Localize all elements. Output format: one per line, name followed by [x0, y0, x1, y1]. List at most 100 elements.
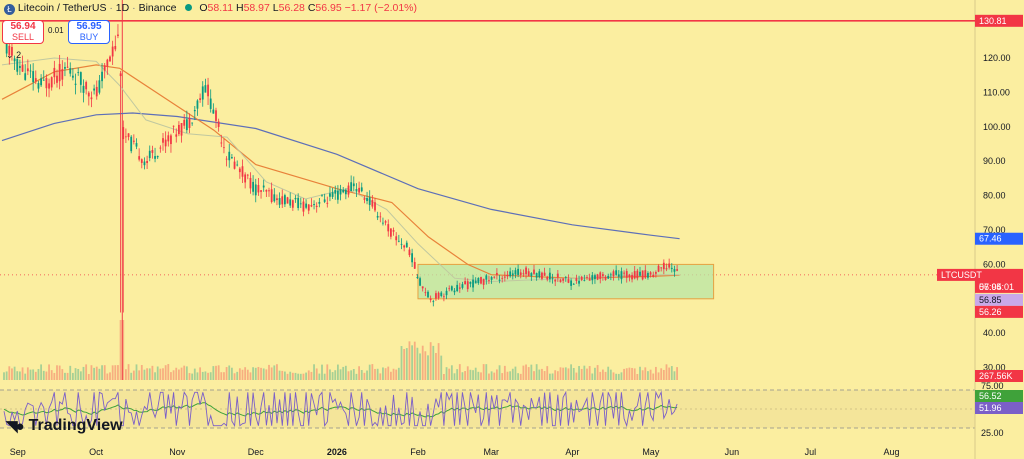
candle	[132, 140, 135, 142]
volume-bar	[657, 372, 660, 380]
candle	[5, 42, 8, 54]
volume-bar	[480, 372, 482, 380]
volume-bar	[106, 373, 109, 380]
candle	[464, 281, 466, 285]
candle	[530, 273, 533, 277]
candle	[360, 187, 363, 192]
candle	[604, 276, 607, 280]
candle	[11, 46, 13, 56]
candle	[668, 263, 671, 268]
change-value: −1.17 (−2.01%)	[344, 2, 417, 14]
candle	[238, 168, 241, 173]
candle	[241, 166, 244, 177]
volume-bar	[437, 343, 440, 380]
volume-bar	[178, 369, 180, 380]
candle	[631, 275, 633, 280]
rsi-badge-bg	[975, 390, 1023, 402]
volume-bar	[5, 371, 8, 380]
candle	[572, 283, 575, 285]
volume-bar	[212, 366, 215, 380]
candle	[570, 280, 572, 286]
candle	[268, 190, 270, 192]
high-value: 58.97	[243, 2, 270, 14]
volume-bar	[419, 353, 421, 380]
sell-button[interactable]: 56.94 SELL	[2, 20, 44, 44]
volume-bar	[342, 366, 345, 380]
candle	[429, 298, 432, 301]
volume-bar	[464, 371, 466, 380]
rsi-upper-label: 75.00	[981, 381, 1004, 391]
candle	[56, 75, 58, 83]
candle	[541, 272, 543, 279]
volume-bar	[344, 365, 347, 380]
volume-bar	[140, 365, 143, 380]
candle	[419, 278, 421, 286]
candle	[156, 155, 159, 158]
volume-bar	[305, 372, 307, 380]
candle	[201, 86, 204, 100]
exchange: Binance	[138, 2, 177, 14]
candle	[318, 201, 321, 204]
close-label: C	[307, 2, 316, 14]
candle	[424, 292, 427, 294]
candle	[101, 71, 103, 82]
volume-bar	[485, 364, 488, 380]
volume-bar	[384, 368, 387, 380]
top-line-badge-bg	[975, 14, 1023, 27]
volume-bar	[543, 371, 546, 380]
sma-200-badge: 67.46	[979, 234, 1002, 244]
volume-bar	[148, 368, 151, 380]
candle	[302, 201, 305, 212]
volume-bar	[101, 365, 103, 380]
volume-bar	[615, 373, 618, 380]
candle	[199, 98, 201, 100]
time-tick-label: Jul	[805, 447, 817, 457]
volume-bar	[193, 368, 196, 380]
volume-bar	[408, 341, 411, 380]
candle	[575, 278, 578, 281]
candle	[72, 75, 74, 78]
interval[interactable]: 1D	[115, 2, 130, 14]
candle	[313, 204, 315, 206]
candle	[583, 279, 586, 281]
candle	[246, 174, 249, 176]
volume-bar	[87, 373, 90, 380]
candle	[427, 291, 429, 298]
candle	[284, 195, 286, 205]
volume-bar	[506, 371, 509, 380]
candle	[331, 192, 334, 197]
price-tick-label: 120.00	[983, 53, 1011, 63]
volume-bar	[238, 368, 241, 380]
volume-bar	[334, 370, 337, 380]
volume-bar	[326, 364, 329, 380]
symbol-name[interactable]: Litecoin / TetherUS	[17, 2, 107, 14]
volume-bar	[458, 364, 461, 380]
buy-button[interactable]: 56.95 BUY	[68, 20, 110, 44]
time-tick-label: 2026	[327, 447, 347, 457]
volume-bar	[270, 367, 273, 380]
low-value: 56.28	[278, 2, 305, 14]
volume-bar	[609, 369, 612, 380]
volume-bar	[103, 365, 106, 380]
candle	[103, 65, 106, 71]
candle	[501, 277, 504, 279]
volume-bar	[665, 364, 668, 380]
volume-bar	[541, 368, 543, 380]
indicators-toggle[interactable]: ⌄ 2	[6, 50, 21, 61]
volume-bar	[72, 372, 74, 380]
volume-bar	[64, 372, 66, 380]
candle	[45, 78, 48, 89]
volume-bar	[93, 367, 95, 380]
volume-bar	[450, 365, 453, 380]
tradingview-logo[interactable]: ◥● TradingView	[6, 417, 123, 435]
price-tick-label: 100.00	[983, 122, 1011, 132]
volume-bar	[61, 369, 64, 380]
candle	[445, 290, 448, 296]
volume-bar	[34, 371, 37, 380]
candle	[496, 272, 498, 275]
volume-bar	[416, 347, 419, 380]
volume-bar	[291, 372, 294, 380]
rsi-layer	[3, 390, 678, 428]
candle	[453, 290, 456, 293]
